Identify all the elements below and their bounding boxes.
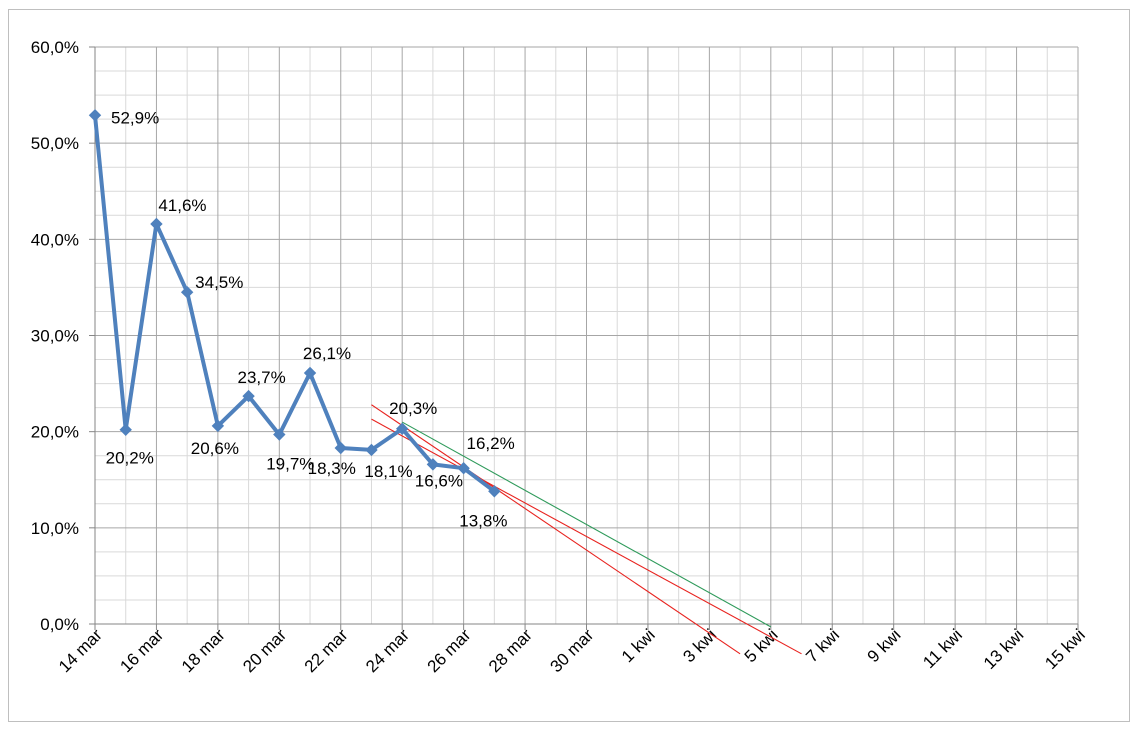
data-label: 18,1% [364,462,412,481]
x-tick-label: 30 mar [546,625,597,676]
axes [89,46,1079,630]
x-tick-label: 28 mar [485,625,536,676]
data-point-marker [334,441,347,455]
y-tick-label: 40,0% [31,230,79,249]
data-label: 18,3% [308,459,356,478]
data-label: 19,7% [266,455,314,474]
x-tick-label: 11 kwi [919,625,966,672]
trend-line [371,404,741,655]
major-gridlines [94,46,1079,625]
data-label: 13,8% [459,511,507,530]
data-label: 52,9% [111,108,159,127]
chart-frame [8,9,1130,722]
x-tick-label: 24 mar [362,625,413,676]
data-point-marker [303,366,317,380]
data-label: 34,5% [195,273,243,292]
x-tick-label: 3 kwi [679,625,720,666]
trend-line [371,418,802,655]
data-point-marker [426,458,440,471]
data-label: 20,2% [106,449,154,468]
y-axis-tick-labels: 0,0% 10,0% 20,0% 30,0% 40,0% 50,0% 60,0% [31,38,79,634]
data-point-marker [242,389,255,403]
data-point-marker [488,485,501,498]
trend-lines [371,404,802,655]
data-point-marker [211,419,225,433]
x-axis-tick-labels: 14 mar 16 mar 18 mar 20 mar 22 mar 24 mar 26 m… [55,625,1089,676]
y-tick-label: 50,0% [31,134,79,153]
data-label: 23,7% [237,368,285,387]
data-point-marker [395,422,409,435]
x-tick-label: 20 mar [239,625,290,676]
data-label: 20,6% [191,439,239,458]
y-tick-label: 0,0% [40,615,79,634]
data-labels: 52,9% 20,2% 41,6% 34,5% 20,6% 23,7% 19,7% 26,1%… [106,108,515,530]
data-point-marker [457,462,470,475]
x-tick-label: 26 mar [424,625,475,676]
x-tick-label: 18 mar [178,625,229,676]
data-label: 16,6% [415,471,463,490]
x-tick-label: 15 kwi [1041,625,1089,673]
series-line [93,115,496,493]
y-tick-label: 30,0% [31,327,79,346]
data-label: 26,1% [303,344,351,363]
x-tick-label: 22 mar [301,625,352,676]
x-tick-label: 13 kwi [980,625,1028,673]
x-tick-label: 1 kwi [618,625,659,666]
data-label: 16,2% [467,434,515,453]
data-point-marker [180,286,194,299]
x-tick-label: 9 kwi [864,625,905,666]
data-label: 41,6% [158,196,206,215]
data-series [88,109,501,498]
y-tick-label: 60,0% [31,38,79,57]
data-point-marker [365,443,378,457]
data-label: 20,3% [389,399,437,418]
x-tick-label: 16 mar [116,625,167,676]
data-point-marker [150,217,163,231]
y-tick-label: 10,0% [31,519,79,538]
data-point-marker [119,423,132,436]
data-point-marker [273,428,286,441]
y-tick-label: 20,0% [31,423,79,442]
data-point-marker [88,109,102,122]
x-tick-label: 7 kwi [802,625,843,666]
trend-line [401,421,772,628]
